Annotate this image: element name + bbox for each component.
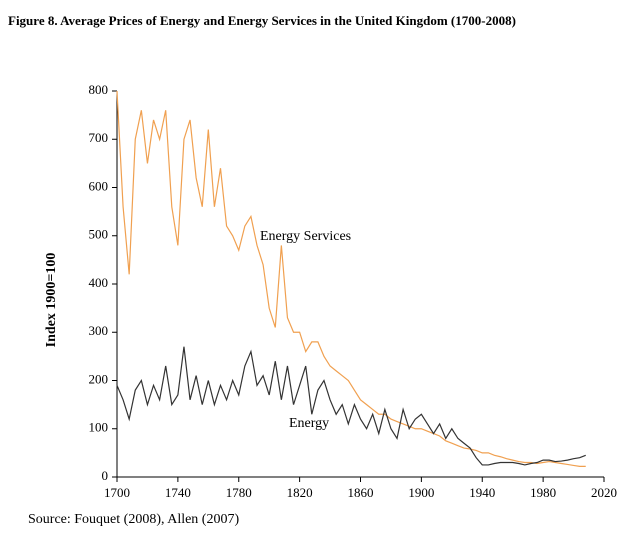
y-tick-label: 0 [102, 468, 109, 483]
x-tick-label: 1780 [226, 485, 252, 500]
x-tick-label: 1900 [408, 485, 434, 500]
x-tick-label: 1820 [287, 485, 313, 500]
y-tick-label: 100 [89, 420, 109, 435]
x-tick-label: 1860 [348, 485, 374, 500]
annotation: Energy [289, 416, 329, 431]
x-tick-label: 1980 [530, 485, 556, 500]
y-tick-label: 300 [89, 323, 109, 338]
annotation: Energy Services [260, 229, 351, 244]
source: Source: Fouquet (2008), Allen (2007) [28, 512, 239, 527]
series-line [116, 90, 586, 467]
y-axis-label: Index 1900=100 [44, 253, 59, 348]
x-tick-label: 2020 [591, 485, 617, 500]
x-tick-label: 1700 [104, 485, 130, 500]
y-tick-label: 400 [89, 275, 109, 290]
y-tick-label: 500 [89, 227, 109, 242]
series-line [116, 346, 586, 466]
chart-title: Figure 8. Average Prices of Energy and E… [8, 13, 516, 28]
y-tick-label: 200 [89, 371, 109, 386]
y-tick-label: 800 [89, 82, 109, 97]
x-tick-label: 1740 [165, 485, 191, 500]
y-tick-label: 700 [89, 130, 109, 145]
y-tick-label: 600 [89, 178, 109, 193]
x-tick-label: 1940 [469, 485, 495, 500]
